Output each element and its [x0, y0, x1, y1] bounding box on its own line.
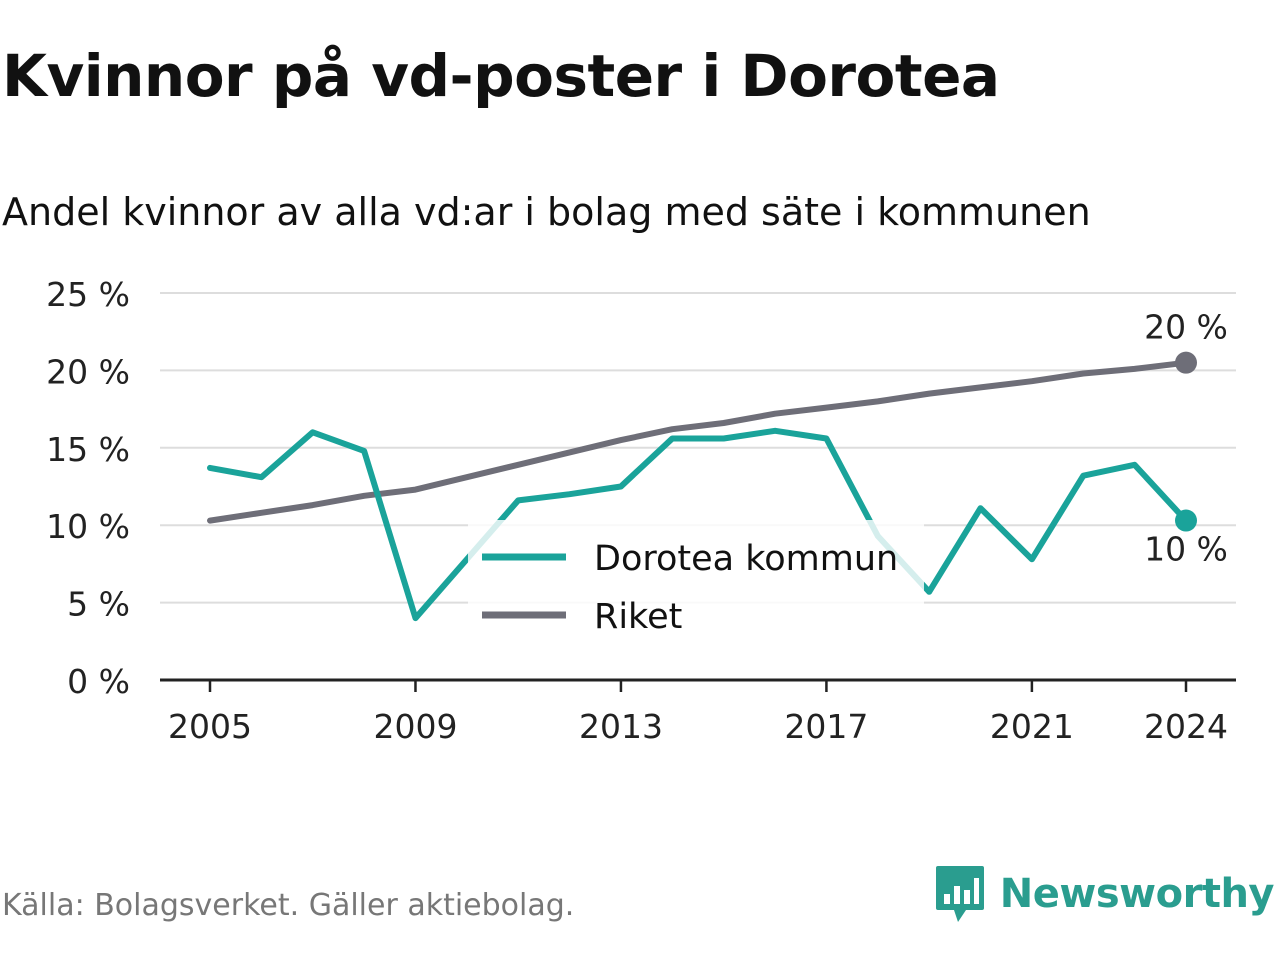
y-tick-label: 5 % [67, 585, 130, 624]
source-note: Källa: Bolagsverket. Gäller aktiebolag. [2, 888, 575, 923]
brand-name: Newsworthy [999, 871, 1275, 917]
x-tick-label: 2005 [168, 707, 252, 746]
x-tick-label: 2017 [784, 707, 868, 746]
end-label-dorotea: 10 % [1144, 530, 1228, 569]
newsworthy-logo-icon [935, 866, 984, 922]
y-tick-label: 15 % [46, 430, 130, 469]
x-tick-label: 2021 [990, 707, 1074, 746]
legend-label-riket: Riket [594, 597, 682, 637]
series-line-riket [207, 359, 1189, 524]
y-tick-label: 20 % [46, 352, 130, 391]
brand-logo: Newsworthy [934, 864, 1275, 924]
chart-subtitle: Andel kvinnor av alla vd:ar i bolag med … [2, 190, 1091, 234]
end-point-riket [1175, 351, 1197, 374]
x-tick-label: 2009 [373, 707, 457, 746]
y-tick-label: 10 % [46, 507, 130, 546]
legend-box [468, 520, 924, 642]
y-tick-label: 25 % [46, 275, 130, 314]
series-line-dorotea [207, 427, 1189, 622]
x-tick-label: 2024 [1144, 707, 1228, 746]
x-tick-label: 2013 [579, 707, 663, 746]
end-label-riket: 20 % [1144, 308, 1228, 347]
y-tick-label: 0 % [67, 662, 130, 701]
end-point-dorotea [1175, 509, 1197, 532]
legend-label-dorotea: Dorotea kommun [594, 539, 898, 579]
chart-title: Kvinnor på vd-poster i Dorotea [2, 42, 1000, 110]
